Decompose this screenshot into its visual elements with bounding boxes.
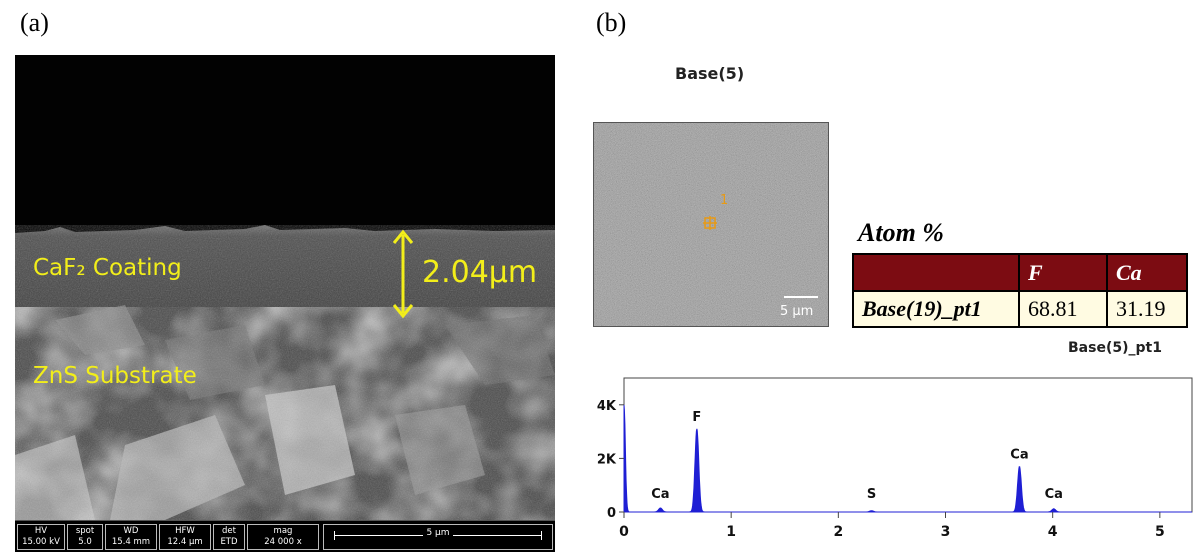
table-header-row: F Ca [852, 253, 1188, 292]
spectrum-series [623, 404, 1192, 513]
y-tick-label: 4K [597, 399, 617, 414]
x-tick-label: 2 [833, 524, 843, 540]
plot-frame [623, 377, 1193, 513]
thickness-arrow-icon [392, 229, 414, 319]
peak-label: F [692, 410, 701, 425]
cell-ca-value: 31.19 [1106, 290, 1188, 328]
x-tick-label: 0 [619, 524, 629, 540]
row-name: Base(19)_pt1 [852, 290, 1020, 328]
map-scale-text: 5 µm [780, 304, 814, 319]
spectrum-title: Base(5)_pt1 [1068, 340, 1162, 356]
meta-hv: HV 15.00 kV [17, 524, 65, 550]
panel-b-label: (b) [596, 8, 627, 37]
meta-spot: spot 5.0 [67, 524, 103, 550]
atom-percent-title: Atom % [858, 218, 944, 247]
table-row: Base(19)_pt1 68.81 31.19 [852, 290, 1188, 328]
eds-spectrum-chart: 0 1 2 3 4 5 0 2K 4K F Ca S Ca Ca [597, 377, 1193, 540]
meta-det: det ETD [213, 524, 245, 550]
x-tick-label: 3 [941, 524, 951, 540]
coating-label: CaF₂ Coating [33, 255, 182, 281]
header-cell-ca: Ca [1106, 253, 1188, 292]
sem-cross-section-image [15, 55, 555, 520]
map-scale-bar [784, 296, 818, 298]
meta-mag: mag 24 000 x [247, 524, 319, 550]
header-cell-empty [852, 253, 1020, 292]
map-title: Base(5) [675, 64, 745, 83]
point-number: 1 [720, 193, 729, 208]
meta-wd: WD 15.4 mm [105, 524, 157, 550]
sem-scale-text: 5 µm [423, 528, 453, 538]
panel-a-label: (a) [20, 8, 49, 37]
crosshair-icon [703, 216, 717, 230]
peak-label: S [867, 487, 876, 502]
thickness-value: 2.04µm [422, 255, 538, 290]
peak-label: Ca [1010, 447, 1028, 462]
atom-percent-table: F Ca Base(19)_pt1 68.81 31.19 [852, 253, 1188, 328]
substrate-label: ZnS Substrate [33, 363, 197, 389]
sem-scale-bar: 5 µm [323, 524, 553, 550]
x-tick-label: 1 [726, 524, 736, 540]
sem-metadata-bar: HV 15.00 kV spot 5.0 WD 15.4 mm HFW 12.4 µm … [15, 520, 555, 552]
y-tick-label: 2K [597, 452, 617, 467]
x-tick-label: 5 [1155, 524, 1165, 540]
x-tick-label: 4 [1048, 524, 1058, 540]
header-cell-f: F [1018, 253, 1108, 292]
y-tick-label: 0 [607, 506, 616, 521]
analysis-point-image: 1 5 µm [593, 122, 829, 327]
cell-f-value: 68.81 [1018, 290, 1108, 328]
sem-micrograph: CaF₂ Coating ZnS Substrate 2.04µm HV 15.0… [15, 55, 555, 552]
peak-label: Ca [651, 487, 669, 502]
noise-texture [594, 123, 828, 326]
meta-hfw: HFW 12.4 µm [159, 524, 211, 550]
peak-label: Ca [1045, 487, 1063, 502]
